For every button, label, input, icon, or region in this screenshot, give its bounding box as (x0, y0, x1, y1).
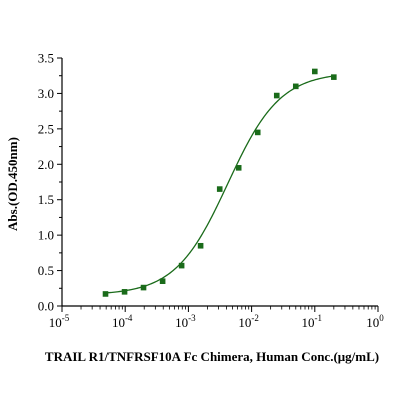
data-point (216, 186, 223, 192)
data-point (178, 262, 185, 269)
y-axis-title: Abs.(OD.450nm) (5, 137, 20, 231)
data-point (292, 83, 299, 90)
x-tick-label: 100 (366, 313, 384, 330)
data-point (159, 278, 166, 284)
data-point (331, 74, 337, 80)
y-tick-label: 1.5 (38, 192, 54, 207)
y-tick-label: 3.0 (38, 86, 54, 101)
x-tick-label: 10-2 (238, 313, 259, 330)
data-point (121, 289, 128, 295)
axes (61, 58, 378, 307)
data-point (197, 242, 204, 249)
data-point (235, 165, 242, 171)
x-tick-label: 10-1 (302, 313, 323, 330)
x-tick-label: 10-3 (175, 313, 196, 330)
data-points (102, 68, 337, 297)
y-tick-label: 0.5 (38, 263, 54, 278)
y-tick-label: 0.0 (38, 299, 54, 314)
x-axis-title: TRAIL R1/TNFRSF10A Fc Chimera, Human Con… (45, 349, 379, 364)
x-axis-ticks: 10-5 10-4 10-3 10-2 10-1 100 (49, 306, 384, 330)
data-point (254, 129, 261, 136)
data-point (102, 291, 109, 297)
y-tick-label: 1.0 (38, 228, 54, 243)
data-point (140, 284, 147, 291)
y-tick-label: 2.5 (38, 121, 54, 136)
y-tick-label: 2.0 (38, 157, 54, 172)
y-axis-ticks: 0.0 0.5 1.0 1.5 2.0 2.5 3.0 3.5 (38, 51, 62, 314)
x-tick-label: 10-5 (49, 313, 70, 330)
x-tick-label: 10-4 (112, 313, 133, 330)
y-tick-label: 3.5 (38, 51, 54, 66)
fit-curve (105, 75, 334, 294)
data-point (312, 68, 318, 75)
data-point (273, 92, 280, 99)
